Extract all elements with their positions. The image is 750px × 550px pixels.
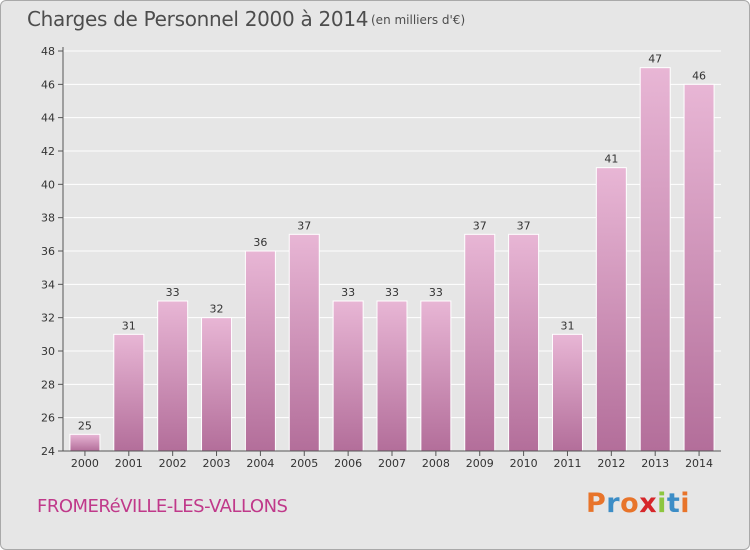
- bar-2003: [201, 317, 233, 452]
- x-tick-label: 2008: [422, 457, 450, 470]
- x-tick-label: 2006: [334, 457, 362, 470]
- y-tick-label: 46: [41, 78, 55, 91]
- logo-letter: i: [680, 488, 691, 519]
- data-label: 41: [604, 153, 618, 166]
- x-tick-label: 2000: [71, 457, 99, 470]
- x-tick-label: 2012: [597, 457, 625, 470]
- chart-title: Charges de Personnel 2000 à 2014: [27, 7, 369, 31]
- data-label: 31: [560, 319, 574, 332]
- town-name: FROMERéVILLE-LES-VALLONS: [37, 496, 288, 517]
- chart-subtitle: (en milliers d'€): [371, 13, 466, 27]
- data-label: 37: [297, 219, 311, 232]
- x-tick-label: 2013: [641, 457, 669, 470]
- data-label: 25: [78, 419, 92, 432]
- bar-2011: [551, 333, 583, 452]
- bars: 25 31 33 32 36 37 33 33 33 37 37 31 41 47 46: [69, 53, 715, 452]
- bar-2004: [244, 250, 276, 452]
- y-tick-label: 26: [41, 412, 55, 425]
- data-label: 33: [341, 286, 355, 299]
- logo-letter: x: [639, 488, 658, 519]
- bar-2012: [595, 167, 627, 452]
- x-tick-label: 2014: [685, 457, 713, 470]
- data-label: 31: [122, 319, 136, 332]
- bar-2007: [376, 300, 408, 452]
- data-label: 32: [210, 303, 224, 316]
- logo-letter: i: [657, 488, 667, 519]
- x-tick-label: 2004: [246, 457, 274, 470]
- data-label: 33: [385, 286, 399, 299]
- proxiti-logo[interactable]: Proxiti: [586, 488, 690, 519]
- bar-2010: [508, 233, 540, 452]
- x-tick-label: 2009: [466, 457, 494, 470]
- x-tick-label: 2005: [290, 457, 318, 470]
- y-tick-label: 44: [41, 112, 55, 125]
- y-tick-label: 36: [41, 245, 55, 258]
- data-label: 46: [692, 69, 706, 82]
- logo-letter: t: [666, 488, 681, 519]
- y-tick-label: 24: [41, 445, 55, 458]
- x-tick-label: 2010: [510, 457, 538, 470]
- logo-letter: P: [586, 488, 607, 519]
- bar-2014: [683, 83, 715, 452]
- data-label: 33: [429, 286, 443, 299]
- y-tick-label: 28: [41, 378, 55, 391]
- logo-letter: r: [606, 488, 621, 519]
- y-tick-label: 38: [41, 212, 55, 225]
- x-tick-label: 2011: [553, 457, 581, 470]
- x-tick-label: 2001: [115, 457, 143, 470]
- data-label: 33: [166, 286, 180, 299]
- data-label: 36: [253, 236, 267, 249]
- data-label: 37: [517, 219, 531, 232]
- bar-2008: [420, 300, 452, 452]
- bar-2013: [639, 67, 671, 452]
- data-label: 47: [648, 53, 662, 66]
- bar-2005: [288, 233, 320, 452]
- logo-letter: o: [620, 488, 640, 519]
- y-tick-label: 32: [41, 312, 55, 325]
- bar-2000: [69, 433, 101, 452]
- y-tick-label: 42: [41, 145, 55, 158]
- x-tick-label: 2003: [203, 457, 231, 470]
- y-tick-label: 34: [41, 278, 55, 291]
- y-tick-label: 30: [41, 345, 55, 358]
- bar-2006: [332, 300, 364, 452]
- y-tick-label: 48: [41, 45, 55, 58]
- y-tick-label: 40: [41, 178, 55, 191]
- data-label: 37: [473, 219, 487, 232]
- x-tick-label: 2002: [159, 457, 187, 470]
- x-tick-label: 2007: [378, 457, 406, 470]
- bar-2009: [464, 233, 496, 452]
- bar-2001: [113, 333, 145, 452]
- bar-2002: [157, 300, 189, 452]
- axes: 24 26 28 30 32 34 36 38 40 42 44 46 48 2000 2001 2002 20…: [41, 45, 721, 470]
